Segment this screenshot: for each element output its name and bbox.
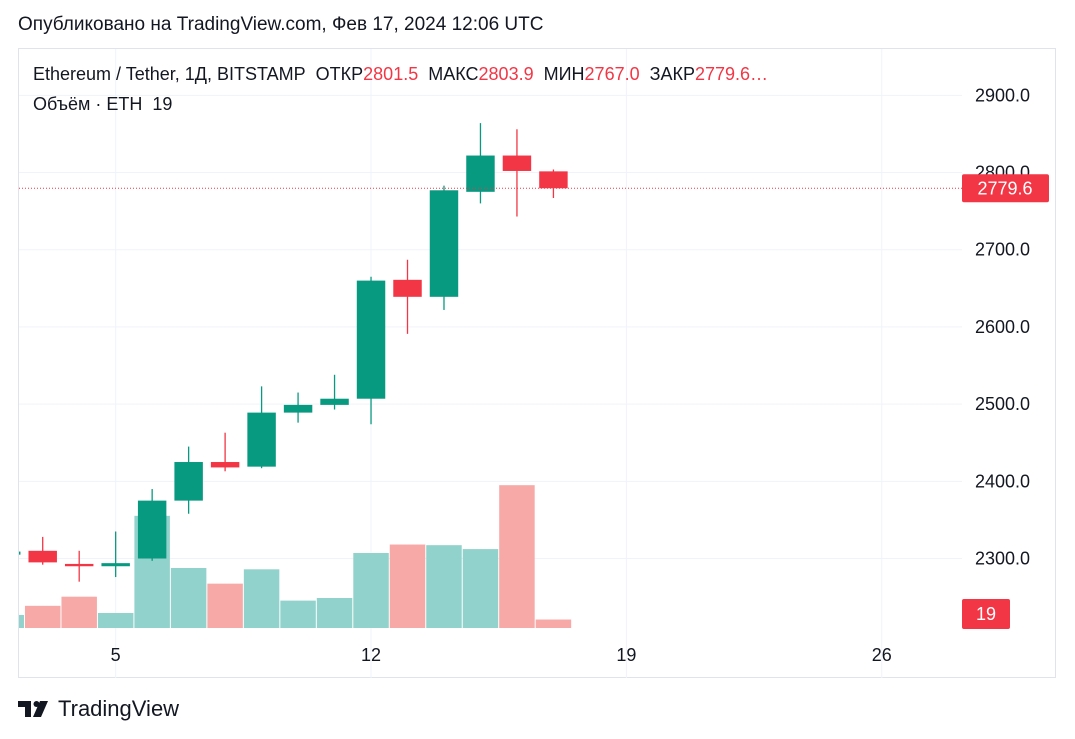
brand-name: TradingView	[58, 696, 180, 721]
candle-body	[320, 398, 349, 405]
open-label: ОТКР	[315, 64, 364, 84]
y-tick-label: 2700.0	[975, 240, 1030, 260]
volume-bar	[353, 553, 389, 628]
x-tick-label: 12	[361, 645, 381, 665]
volume-bar	[61, 596, 97, 628]
series-group	[19, 123, 572, 628]
published-caption: Опубликовано на TradingView.com, Фев 17,…	[18, 14, 544, 35]
tradingview-logo-icon	[18, 701, 48, 717]
volume-value: 19	[152, 94, 173, 114]
high-label: МАКС	[428, 64, 479, 84]
volume-bar	[462, 549, 499, 628]
candle-body	[101, 563, 130, 567]
volume-bar	[316, 598, 353, 628]
last-price-label: 2779.6	[977, 178, 1032, 198]
volume-bar	[97, 613, 134, 628]
volume-bar	[19, 614, 24, 628]
candle-body	[539, 171, 568, 189]
y-tick-label: 2900.0	[975, 85, 1030, 105]
volume-bar	[170, 568, 207, 628]
high-value: 2803.9	[478, 64, 534, 84]
low-value: 2767.0	[584, 64, 640, 84]
price-legend: Ethereum / Tether, 1Д, BITSTAMP ОТКР2801…	[33, 64, 768, 85]
x-tick-label: 26	[872, 645, 892, 665]
volume-bar	[280, 600, 316, 628]
candle-body	[137, 500, 167, 559]
y-tick-label: 2600.0	[975, 317, 1030, 337]
volume-badge-label: 19	[976, 604, 996, 624]
candle-body	[247, 412, 276, 467]
candle-body	[64, 563, 94, 567]
close-label: ЗАКР	[649, 64, 695, 84]
close-value: 2779.6…	[695, 64, 769, 84]
y-tick-label: 2300.0	[975, 549, 1030, 569]
y-tick-label: 2400.0	[975, 471, 1030, 491]
candle-body	[466, 155, 495, 192]
volume-bar	[207, 583, 243, 628]
volume-bar	[24, 605, 61, 628]
symbol-label: Ethereum / Tether, 1Д, BITSTAMP	[33, 64, 306, 84]
candle-body	[283, 404, 313, 413]
volume-label: Объём · ETH	[33, 94, 143, 114]
low-label: МИН	[543, 64, 585, 84]
x-tick-label: 5	[111, 645, 121, 665]
volume-bar	[426, 545, 462, 628]
candle-body	[28, 550, 57, 563]
last-price-badge	[962, 174, 1049, 203]
volume-legend: Объём · ETH 19	[33, 94, 172, 115]
y-tick-label: 2500.0	[975, 394, 1030, 414]
candle-body	[174, 462, 203, 501]
candle-body	[210, 462, 240, 468]
candle-body	[356, 280, 386, 399]
candle-body	[429, 190, 459, 297]
candle-body	[19, 551, 21, 555]
candle-body	[393, 279, 422, 297]
volume-bar	[243, 569, 280, 628]
volume-badge	[962, 599, 1010, 629]
open-value: 2801.5	[363, 64, 419, 84]
volume-bar	[389, 544, 426, 628]
volume-bar	[499, 485, 535, 628]
volume-bar	[535, 619, 572, 628]
candle-body	[502, 155, 532, 171]
x-tick-label: 19	[616, 645, 636, 665]
brand-footer[interactable]: TradingView	[18, 696, 179, 722]
chart-frame	[18, 48, 1056, 678]
